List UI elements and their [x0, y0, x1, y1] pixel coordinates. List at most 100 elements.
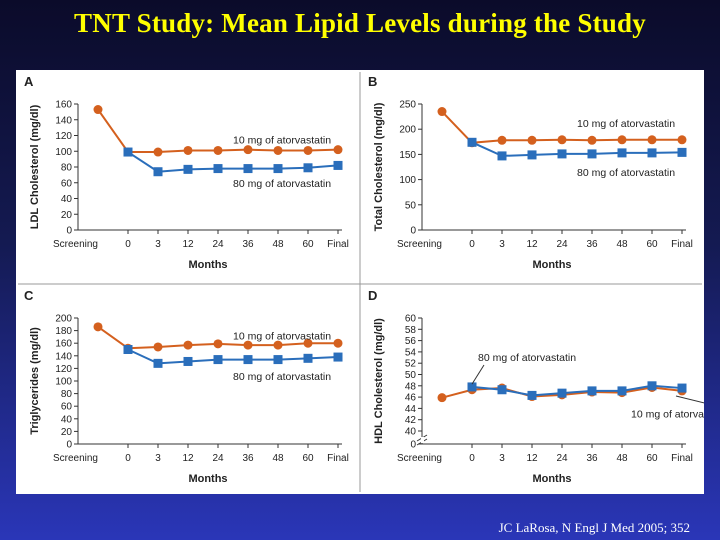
y-tick-label: 50: [405, 370, 417, 381]
y-tick-label: 40: [405, 427, 417, 438]
y-tick-label: 0: [410, 440, 416, 451]
x-axis-title: Months: [532, 259, 571, 271]
x-tick-label: 36: [586, 453, 598, 464]
data-point-10mg: [527, 135, 537, 145]
x-tick-label: 48: [272, 239, 284, 250]
data-point-80mg: [273, 164, 283, 174]
panel-letter: B: [368, 74, 377, 89]
y-tick-label: 52: [405, 359, 417, 370]
data-point-80mg: [467, 137, 477, 147]
data-point-10mg: [587, 135, 597, 145]
y-tick-label: 56: [405, 336, 417, 347]
data-point-80mg: [153, 358, 163, 368]
y-tick-label: 180: [55, 326, 72, 337]
data-point-80mg: [587, 386, 597, 396]
data-point-10mg: [243, 340, 253, 350]
y-tick-label: 200: [55, 314, 72, 325]
citation: JC LaRosa, N Engl J Med 2005; 352: [498, 520, 690, 535]
x-tick-label: Screening: [53, 239, 98, 250]
series-line-80mg: [471, 141, 683, 157]
data-point-10mg: [557, 135, 567, 145]
data-point-10mg: [273, 145, 283, 155]
y-tick-label: 0: [66, 226, 72, 237]
x-tick-label: 24: [556, 453, 568, 464]
y-tick-label: 120: [55, 364, 72, 375]
data-point-10mg: [677, 135, 687, 145]
data-point-80mg: [333, 160, 343, 170]
y-tick-label: 100: [55, 377, 72, 388]
y-tick-label: 160: [55, 100, 72, 111]
x-tick-label: Final: [327, 239, 349, 250]
x-tick-label: 60: [646, 239, 658, 250]
y-tick-label: 120: [55, 131, 72, 142]
x-tick-label: 0: [125, 453, 131, 464]
y-tick-label: 100: [399, 175, 416, 186]
data-point-80mg: [273, 355, 283, 365]
y-tick-label: 42: [405, 415, 417, 426]
y-tick-label: 20: [61, 427, 73, 438]
data-point-80mg: [647, 381, 657, 391]
y-tick-label: 44: [405, 404, 417, 415]
data-point-80mg: [183, 164, 193, 174]
series-annotation: 80 mg of atorvastatin: [233, 178, 331, 190]
data-point-80mg: [527, 390, 537, 400]
x-tick-label: 36: [586, 239, 598, 250]
data-point-10mg: [213, 339, 223, 349]
y-tick-label: 140: [55, 115, 72, 126]
series-line-80mg: [127, 348, 339, 365]
y-tick-label: 40: [61, 194, 73, 205]
data-point-10mg: [153, 147, 163, 157]
y-axis-title: Triglycerides (mg/dl): [29, 327, 41, 435]
x-tick-label: 0: [469, 453, 475, 464]
data-point-80mg: [557, 388, 567, 398]
data-point-80mg: [497, 385, 507, 395]
data-point-10mg: [93, 105, 103, 115]
data-point-10mg: [243, 145, 253, 155]
x-tick-label: 12: [526, 453, 538, 464]
data-point-80mg: [243, 355, 253, 365]
data-point-10mg: [437, 107, 447, 117]
data-point-10mg: [273, 340, 283, 350]
data-point-80mg: [497, 151, 507, 161]
series-annotation: 80 mg of atorvastatin: [577, 167, 675, 179]
data-point-80mg: [213, 164, 223, 174]
y-axis-title: Total Cholesterol (mg/dl): [373, 102, 385, 231]
x-tick-label: 3: [499, 239, 505, 250]
y-tick-label: 60: [61, 402, 73, 413]
y-tick-label: 80: [61, 163, 73, 174]
data-point-80mg: [213, 355, 223, 365]
x-tick-label: 48: [616, 239, 628, 250]
data-point-80mg: [123, 147, 133, 157]
panel-letter: A: [24, 74, 34, 89]
data-point-10mg: [497, 135, 507, 145]
x-tick-label: 36: [242, 239, 254, 250]
data-point-80mg: [587, 149, 597, 159]
x-axis-title: Months: [532, 473, 571, 485]
data-point-80mg: [153, 167, 163, 177]
series-annotation: 10 mg of atorvastatin: [577, 118, 675, 130]
data-point-10mg: [437, 393, 447, 403]
y-tick-label: 46: [405, 393, 417, 404]
y-tick-label: 80: [61, 389, 73, 400]
data-point-10mg: [333, 338, 343, 348]
data-point-10mg: [303, 145, 313, 155]
panel-a: A 0 20 40 60 80 100 120 140 160 Screening 0 3 12 24 36 4…: [24, 74, 349, 271]
data-point-10mg: [617, 135, 627, 145]
y-tick-label: 250: [399, 100, 416, 111]
x-tick-label: 60: [302, 453, 314, 464]
series-annotation: 10 mg of atorvastatin: [233, 331, 331, 343]
x-tick-label: 60: [302, 239, 314, 250]
y-tick-label: 200: [399, 125, 416, 136]
x-tick-label: Screening: [397, 453, 442, 464]
y-tick-label: 150: [399, 150, 416, 161]
data-point-10mg: [183, 145, 193, 155]
data-point-80mg: [557, 149, 567, 159]
x-tick-label: 24: [556, 239, 568, 250]
y-axis-title: LDL Cholesterol (mg/dl): [29, 104, 41, 229]
data-point-80mg: [183, 356, 193, 366]
series-line-80mg: [127, 151, 339, 173]
slide-title: TNT Study: Mean Lipid Levels during the …: [74, 8, 646, 38]
x-tick-label: Screening: [397, 239, 442, 250]
